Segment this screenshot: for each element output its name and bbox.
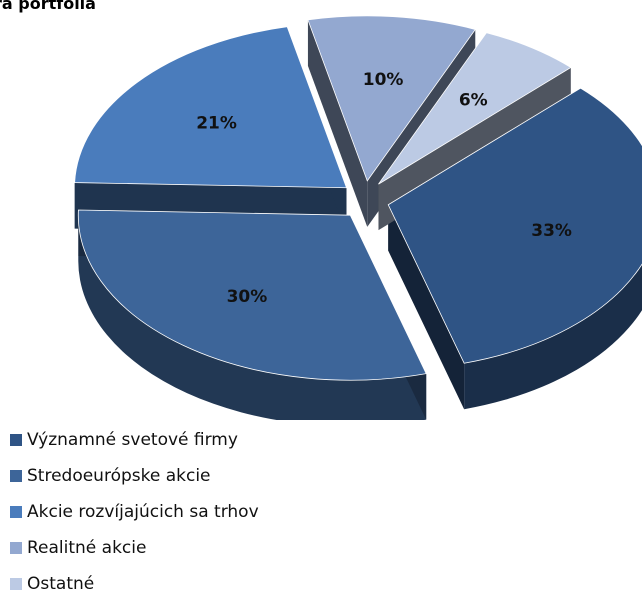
slice-svetove-firmy (387, 87, 642, 364)
slice-rozvijajuce-trhy-label: 21% (196, 114, 237, 134)
legend-swatch (10, 506, 22, 518)
legend-swatch (10, 434, 22, 446)
legend: Významné svetové firmy Stredoeurópske akc… (10, 422, 259, 602)
chart-title: ra portfólia (0, 0, 96, 13)
legend-label: Akcie rozvíjajúcich sa trhov (27, 502, 259, 522)
slice-ostatne-label: 6% (459, 91, 488, 111)
slice-ostatne (378, 32, 572, 185)
legend-swatch (10, 542, 22, 554)
legend-item: Akcie rozvíjajúcich sa trhov (10, 494, 259, 530)
legend-item: Stredoeurópske akcie (10, 458, 259, 494)
legend-label: Stredoeurópske akcie (27, 466, 211, 486)
legend-swatch (10, 578, 22, 590)
slice-rozvijajuce-trhy (74, 26, 348, 189)
slice-realitne-akcie-label: 10% (363, 70, 404, 90)
slice-svetove-firmy-label: 33% (531, 221, 572, 241)
legend-item: Realitné akcie (10, 530, 259, 566)
legend-label: Ostatné (27, 574, 95, 594)
pie-chart: 33% 30% 21% 10% 6% (74, 15, 642, 420)
slice-stredoeuropske-akcie-label: 30% (227, 287, 268, 307)
legend-item: Ostatné (10, 566, 259, 602)
legend-item: Významné svetové firmy (10, 422, 259, 458)
legend-label: Realitné akcie (27, 538, 147, 558)
legend-label: Významné svetové firmy (27, 430, 238, 450)
slice-realitne-akcie (307, 15, 476, 182)
slice-stredoeuropske-akcie (77, 209, 427, 381)
legend-swatch (10, 470, 22, 482)
